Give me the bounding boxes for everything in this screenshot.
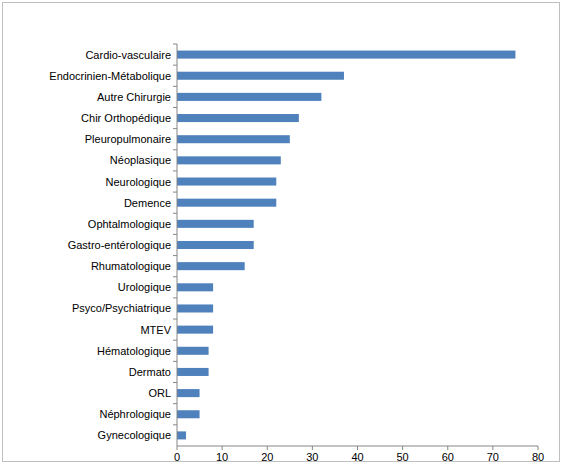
x-tick — [447, 446, 448, 450]
category-label: Cardio-vasculaire — [85, 49, 171, 61]
category-tick — [173, 255, 177, 256]
x-tick — [357, 446, 358, 450]
x-tick — [267, 446, 268, 450]
bar — [177, 283, 213, 291]
frame — [3, 3, 560, 462]
x-tick-label: 60 — [442, 451, 454, 463]
x-tick — [177, 446, 178, 450]
y-axis — [177, 44, 178, 446]
category-tick — [173, 319, 177, 320]
category-label: Ophtalmologique — [88, 218, 171, 230]
x-tick-label: 80 — [532, 451, 544, 463]
bar — [177, 199, 276, 207]
bar — [177, 114, 299, 122]
bar — [177, 431, 186, 439]
x-tick-label: 70 — [487, 451, 499, 463]
x-tick — [222, 446, 223, 450]
category-label: Dermato — [129, 366, 171, 378]
bar — [177, 178, 276, 186]
category-tick — [173, 65, 177, 66]
category-tick — [173, 340, 177, 341]
category-tick — [173, 234, 177, 235]
bar — [177, 326, 213, 334]
bar — [177, 389, 200, 397]
category-label: Néphrologique — [99, 408, 171, 420]
category-label: MTEV — [140, 324, 171, 336]
category-tick — [173, 276, 177, 277]
bar — [177, 51, 515, 59]
category-label: Hématologique — [97, 345, 171, 357]
category-tick — [173, 170, 177, 171]
category-label: Néoplasique — [110, 154, 171, 166]
category-tick — [173, 213, 177, 214]
category-label: Psyco/Psychiatrique — [72, 302, 171, 314]
category-label: Gynecologique — [98, 429, 171, 441]
x-tick-label: 40 — [351, 451, 363, 463]
category-tick — [173, 424, 177, 425]
category-tick — [173, 382, 177, 383]
category-tick — [173, 192, 177, 193]
x-tick-label: 50 — [397, 451, 409, 463]
category-tick — [173, 44, 177, 45]
x-tick-label: 0 — [174, 451, 180, 463]
bar — [177, 262, 245, 270]
category-tick — [173, 149, 177, 150]
x-tick — [402, 446, 403, 450]
bar — [177, 93, 321, 101]
bar — [177, 156, 281, 164]
category-tick — [173, 361, 177, 362]
bar — [177, 241, 254, 249]
category-label: Gastro-entérologique — [68, 239, 171, 251]
category-label: Demence — [124, 197, 171, 209]
bar — [177, 368, 209, 376]
category-label: Autre Chirurgie — [97, 91, 171, 103]
category-label: Chir Orthopédique — [81, 112, 171, 124]
bar — [177, 220, 254, 228]
x-tick-label: 10 — [216, 451, 228, 463]
category-label: Neurologique — [106, 176, 171, 188]
category-label: Pleuropulmonaire — [85, 133, 171, 145]
x-tick — [312, 446, 313, 450]
bars — [177, 51, 515, 440]
bar — [177, 347, 209, 355]
x-tick — [538, 446, 539, 450]
category-tick — [173, 128, 177, 129]
x-tick — [492, 446, 493, 450]
category-tick — [173, 107, 177, 108]
bar — [177, 304, 213, 312]
bar — [177, 135, 290, 143]
bar — [177, 410, 200, 418]
category-tick — [173, 403, 177, 404]
category-label: ORL — [148, 387, 171, 399]
category-tick — [173, 297, 177, 298]
x-tick-label: 20 — [261, 451, 273, 463]
category-tick — [173, 86, 177, 87]
bar — [177, 72, 344, 80]
category-label: Rhumatologique — [91, 260, 171, 272]
category-label: Urologique — [118, 281, 171, 293]
chart: Cardio-vasculaire Endocrinien-Métabolique… — [0, 0, 562, 464]
category-label: Endocrinien-Métabolique — [49, 70, 171, 82]
x-tick-label: 30 — [306, 451, 318, 463]
